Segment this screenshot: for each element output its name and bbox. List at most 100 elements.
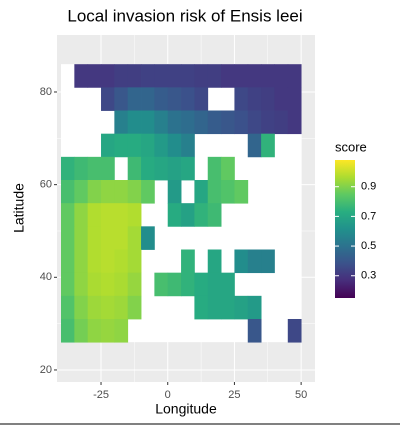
raster-cell	[247, 133, 262, 158]
raster	[61, 64, 302, 343]
raster-cell	[234, 64, 249, 88]
raster-cell	[114, 295, 129, 320]
raster-cell	[154, 87, 169, 111]
raster-cell	[194, 110, 209, 135]
raster-cell	[114, 226, 129, 250]
raster-cell	[261, 249, 275, 274]
raster-cell	[207, 272, 222, 297]
raster-cell	[87, 226, 102, 250]
x-axis-label: Longitude	[155, 401, 217, 417]
raster-cell	[247, 318, 262, 343]
raster-cell	[154, 133, 169, 158]
raster-cell	[114, 180, 129, 204]
x-tick-label: 0	[165, 389, 171, 401]
y-tick-label: 20	[40, 364, 52, 376]
raster-cell	[127, 180, 142, 204]
raster-cell	[167, 203, 182, 227]
raster-cell	[114, 203, 129, 227]
raster-cell	[141, 87, 155, 111]
raster-cell	[141, 64, 155, 88]
raster-cell	[127, 226, 142, 250]
raster-cell	[141, 156, 155, 181]
x-tick-label: 50	[295, 389, 307, 401]
raster-cell	[114, 87, 129, 111]
raster-cell	[167, 156, 182, 181]
raster-cell	[87, 318, 102, 343]
raster-cell	[61, 180, 75, 204]
raster-cell	[101, 180, 115, 204]
y-tick-label: 60	[40, 179, 52, 191]
raster-cell	[114, 318, 129, 343]
raster-cell	[234, 295, 249, 320]
raster-cell	[154, 156, 169, 181]
raster-cell	[247, 110, 262, 135]
raster-cell	[194, 272, 209, 297]
raster-cell	[181, 64, 195, 88]
raster-cell	[207, 156, 222, 181]
raster-cell	[181, 272, 195, 297]
raster-cell	[194, 295, 209, 320]
raster-cell	[87, 203, 102, 227]
raster-cell	[141, 110, 155, 135]
raster-cell	[114, 133, 129, 158]
raster-cell	[127, 133, 142, 158]
raster-cell	[61, 318, 75, 343]
y-axis-label: Latitude	[11, 183, 27, 233]
raster-cell	[101, 249, 115, 274]
raster-cell	[101, 156, 115, 181]
raster-cell	[61, 295, 75, 320]
raster-cell	[74, 156, 89, 181]
raster-cell	[127, 295, 142, 320]
raster-cell	[114, 64, 129, 88]
legend-tick-label: 0.3	[361, 270, 376, 282]
raster-cell	[234, 87, 249, 111]
y-tick-label: 40	[40, 271, 52, 283]
raster-cell	[207, 295, 222, 320]
raster-cell	[114, 249, 129, 274]
raster-cell	[127, 203, 142, 227]
raster-cell	[74, 249, 89, 274]
raster-cell	[154, 272, 169, 297]
raster-cell	[194, 180, 209, 204]
raster-cell	[274, 87, 289, 111]
colorbar	[335, 160, 355, 298]
raster-cell	[287, 318, 302, 343]
raster-cell	[287, 87, 302, 111]
raster-cell	[181, 249, 195, 274]
raster-cell	[194, 64, 209, 88]
legend-title: score	[335, 139, 367, 154]
raster-cell	[127, 272, 142, 297]
raster-cell	[74, 64, 89, 88]
raster-cell	[221, 156, 235, 181]
chart-title: Local invasion risk of Ensis leei	[67, 6, 302, 25]
raster-cell	[74, 203, 89, 227]
raster-cell	[167, 64, 182, 88]
raster-cell	[101, 295, 115, 320]
raster-cell	[127, 64, 142, 88]
raster-cell	[234, 110, 249, 135]
legend-tick-label: 0.5	[361, 240, 376, 252]
raster-cell	[61, 203, 75, 227]
raster-cell	[167, 180, 182, 204]
raster-cell	[74, 226, 89, 250]
raster-cell	[287, 64, 302, 88]
raster-cell	[61, 156, 75, 181]
raster-cell	[74, 295, 89, 320]
legend-tick-label: 0.7	[361, 210, 376, 222]
raster-cell	[74, 272, 89, 297]
raster-cell	[221, 110, 235, 135]
raster-cell	[127, 87, 142, 111]
raster-cell	[87, 249, 102, 274]
raster-cell	[154, 64, 169, 88]
raster-cell	[101, 318, 115, 343]
raster-cell	[181, 133, 195, 158]
x-tick-label: -25	[93, 389, 109, 401]
y-tick-label: 80	[40, 86, 52, 98]
raster-cell	[154, 110, 169, 135]
x-tick-label: 25	[228, 389, 240, 401]
raster-cell	[181, 203, 195, 227]
raster-cell	[274, 110, 289, 135]
raster-cell	[234, 180, 249, 204]
raster-cell	[194, 87, 209, 111]
